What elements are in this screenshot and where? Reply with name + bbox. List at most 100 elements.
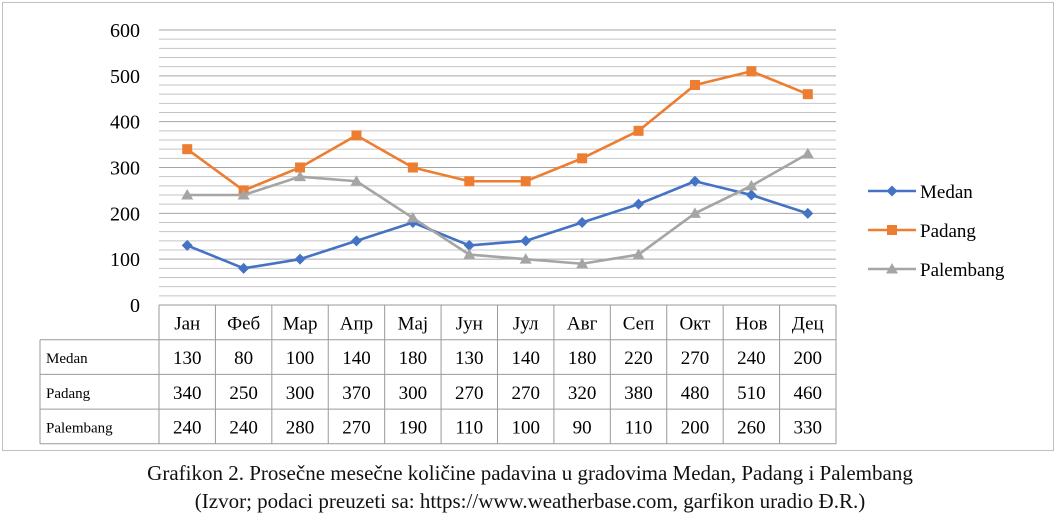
table-row-label: Padang bbox=[46, 386, 91, 402]
data-point bbox=[689, 175, 701, 187]
data-point bbox=[182, 144, 193, 155]
table-cell: 100 bbox=[286, 348, 315, 369]
data-point bbox=[463, 239, 475, 251]
legend-label: Medan bbox=[920, 182, 973, 203]
category-label: Јун bbox=[456, 313, 483, 334]
data-table bbox=[39, 304, 837, 445]
table-cell: 480 bbox=[681, 383, 710, 404]
data-point bbox=[294, 253, 306, 265]
table-cell: 200 bbox=[794, 348, 823, 369]
data-point bbox=[802, 89, 813, 100]
legend-label: Padang bbox=[920, 221, 976, 242]
table-cell: 240 bbox=[173, 417, 202, 438]
table-cell: 370 bbox=[342, 383, 371, 404]
data-point bbox=[238, 262, 250, 274]
table-cell: 380 bbox=[624, 383, 653, 404]
data-point bbox=[520, 235, 532, 247]
data-point bbox=[577, 153, 588, 164]
data-point bbox=[294, 170, 307, 182]
data-point bbox=[181, 189, 194, 200]
table-cell: 330 bbox=[794, 417, 823, 438]
data-point bbox=[688, 207, 701, 218]
legend-label: Palembang bbox=[920, 260, 1005, 281]
data-point bbox=[746, 66, 757, 77]
category-label: Јул bbox=[513, 313, 539, 334]
caption-line-1: Grafikon 2. Prosečne mesečne količine pa… bbox=[147, 461, 913, 485]
data-point bbox=[801, 147, 814, 159]
data-point bbox=[463, 248, 476, 260]
table-cell: 180 bbox=[568, 348, 597, 369]
series-line bbox=[187, 152, 809, 266]
table-cell: 130 bbox=[173, 348, 202, 369]
table-cell: 270 bbox=[511, 383, 540, 404]
legend: Medan Padang Palembang bbox=[868, 182, 1005, 281]
table-cell: 510 bbox=[737, 383, 766, 404]
category-label: Нов bbox=[735, 313, 767, 334]
table-row-label: Medan bbox=[46, 351, 88, 367]
table-cell: 180 bbox=[399, 348, 428, 369]
category-label: Апр bbox=[340, 313, 373, 334]
table-cell: 100 bbox=[511, 417, 540, 438]
table-cell: 300 bbox=[399, 383, 428, 404]
chart-frame bbox=[2, 2, 1054, 451]
table-cell: 260 bbox=[737, 417, 766, 438]
table-cell: 240 bbox=[737, 348, 766, 369]
table-cell: 280 bbox=[286, 417, 315, 438]
data-point bbox=[237, 189, 250, 200]
table-cell: 190 bbox=[399, 417, 428, 438]
data-point bbox=[351, 130, 362, 141]
caption-line-2: (Izvor; podaci preuzeti sa: https://www.… bbox=[194, 489, 866, 513]
data-point bbox=[745, 179, 758, 191]
table-cell: 200 bbox=[681, 417, 710, 438]
y-tick-label: 300 bbox=[110, 158, 140, 180]
figure-caption: Grafikon 2. Prosečne mesečne količine pa… bbox=[0, 459, 1060, 515]
y-tick-label: 500 bbox=[110, 66, 140, 88]
data-point bbox=[181, 239, 193, 251]
series-line bbox=[186, 69, 809, 192]
data-point bbox=[295, 162, 306, 173]
data-point bbox=[887, 225, 897, 235]
category-label: Мај bbox=[398, 313, 429, 334]
y-tick-label: 600 bbox=[110, 20, 140, 42]
data-point bbox=[576, 257, 589, 269]
y-tick-label: 400 bbox=[110, 112, 140, 134]
table-cell: 270 bbox=[342, 417, 371, 438]
table-cell: 90 bbox=[573, 417, 592, 438]
table-cell: 80 bbox=[234, 348, 253, 369]
chart: 0 100 200 300 400 500 600 Јан Феб Мар Апр Мај Јун Јул… bbox=[39, 20, 1005, 445]
data-point bbox=[406, 211, 419, 223]
data-point bbox=[633, 198, 645, 210]
series-line bbox=[186, 179, 809, 270]
table-cell: 110 bbox=[455, 417, 483, 438]
table-cell: 220 bbox=[624, 348, 653, 369]
category-label: Окт bbox=[679, 313, 711, 334]
data-point bbox=[576, 217, 588, 228]
table-cell: 250 bbox=[229, 383, 258, 404]
series-palembang bbox=[181, 147, 814, 269]
category-label: Сеп bbox=[623, 313, 655, 334]
table-cell: 130 bbox=[455, 348, 484, 369]
data-point bbox=[350, 235, 362, 247]
gridlines bbox=[159, 29, 836, 306]
series-medan bbox=[181, 175, 814, 274]
data-point bbox=[886, 263, 898, 274]
data-point bbox=[689, 80, 700, 90]
table-cell: 240 bbox=[229, 417, 258, 438]
category-label: Јан bbox=[174, 313, 200, 334]
data-point bbox=[407, 162, 418, 173]
y-tick-label: 0 bbox=[130, 295, 140, 317]
category-label: Мар bbox=[283, 313, 318, 334]
category-label: Авг bbox=[567, 313, 598, 334]
data-point bbox=[350, 175, 363, 186]
data-point bbox=[886, 185, 898, 197]
table-cell: 340 bbox=[173, 383, 202, 404]
table-cell: 110 bbox=[625, 417, 653, 438]
table-cell: 320 bbox=[568, 383, 597, 404]
data-point bbox=[464, 176, 475, 187]
data-point bbox=[633, 125, 644, 136]
data-point bbox=[520, 176, 531, 187]
data-point bbox=[802, 207, 814, 219]
category-label: Дец bbox=[792, 313, 824, 334]
table-cell: 460 bbox=[794, 383, 823, 404]
table-cell: 140 bbox=[342, 348, 371, 369]
